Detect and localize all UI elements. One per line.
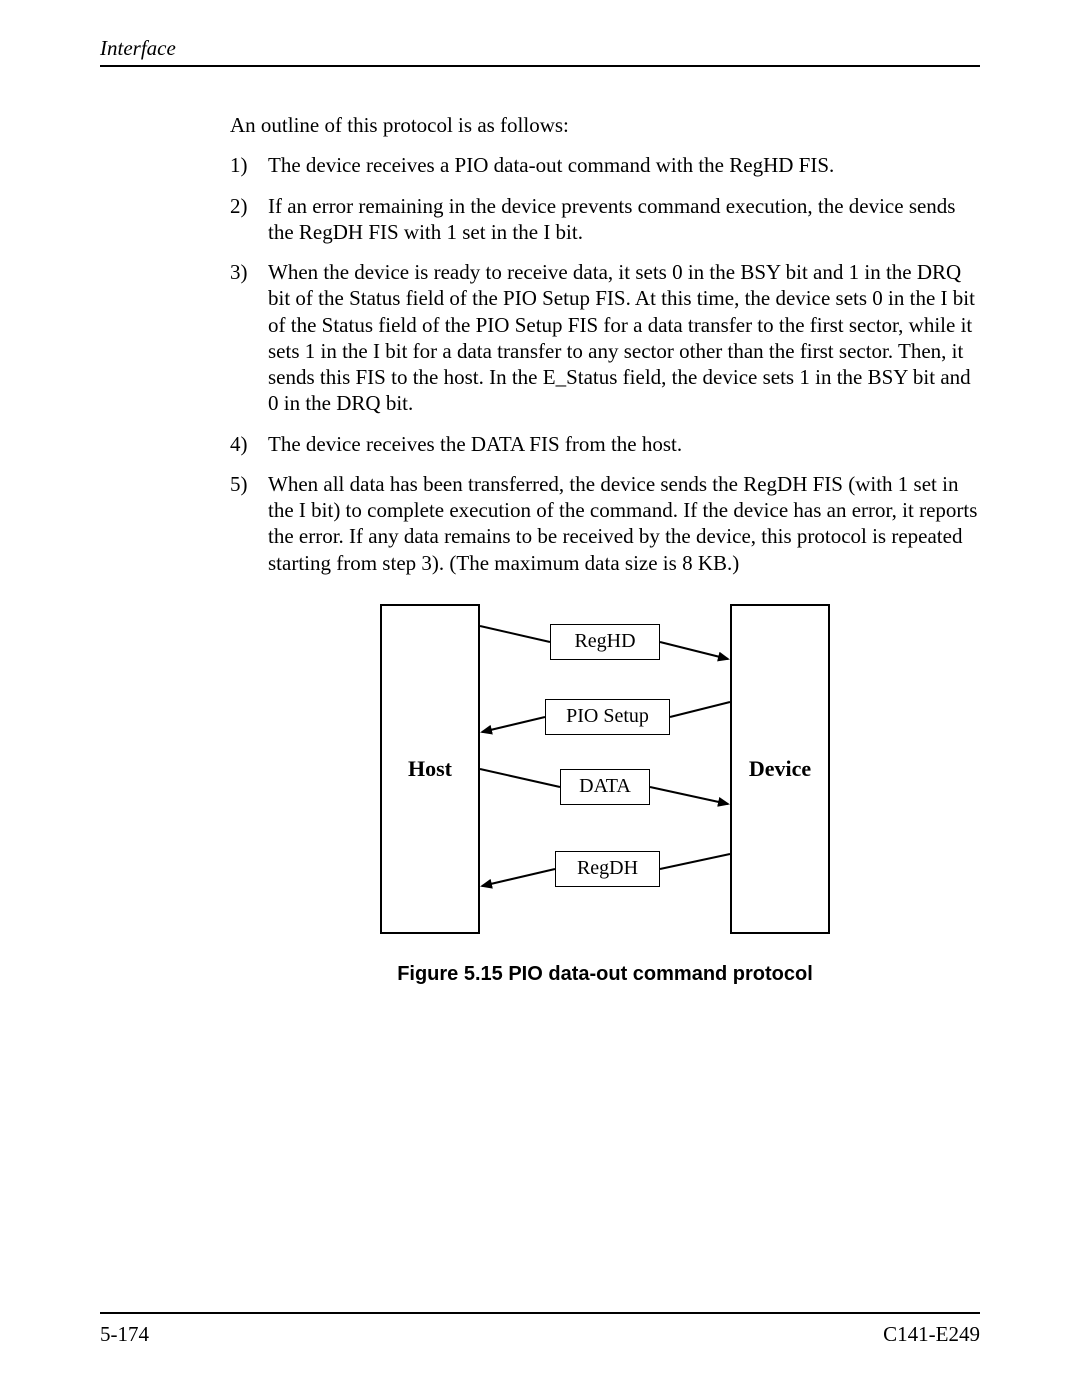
list-number: 4) (230, 431, 268, 457)
list-text: The device receives a PIO data-out comma… (268, 152, 980, 178)
protocol-diagram: Host Device RegHD PIO Setup DATA RegDH (380, 604, 830, 934)
list-item: 2) If an error remaining in the device p… (230, 193, 980, 246)
list-item: 1) The device receives a PIO data-out co… (230, 152, 980, 178)
figure-caption: Figure 5.15 PIO data-out command protoco… (230, 962, 980, 987)
page: Interface An outline of this protocol is… (0, 0, 1080, 1397)
list-item: 3) When the device is ready to receive d… (230, 259, 980, 417)
intro-text: An outline of this protocol is as follow… (230, 112, 980, 138)
list-number: 5) (230, 471, 268, 576)
list-item: 4) The device receives the DATA FIS from… (230, 431, 980, 457)
footer-row: 5-174 C141-E249 (100, 1322, 980, 1347)
header-rule (100, 65, 980, 67)
msg-pio-setup: PIO Setup (545, 699, 670, 735)
msg-data: DATA (560, 769, 650, 805)
list-number: 3) (230, 259, 268, 417)
header-title: Interface (100, 36, 980, 61)
protocol-list: 1) The device receives a PIO data-out co… (230, 152, 980, 576)
footer: 5-174 C141-E249 (100, 1312, 980, 1347)
content-area: An outline of this protocol is as follow… (230, 112, 980, 987)
list-text: When the device is ready to receive data… (268, 259, 980, 417)
msg-regdh: RegDH (555, 851, 660, 887)
list-text: When all data has been transferred, the … (268, 471, 980, 576)
list-number: 2) (230, 193, 268, 246)
list-item: 5) When all data has been transferred, t… (230, 471, 980, 576)
page-number: 5-174 (100, 1322, 149, 1347)
msg-reghd: RegHD (550, 624, 660, 660)
list-text: If an error remaining in the device prev… (268, 193, 980, 246)
list-number: 1) (230, 152, 268, 178)
footer-rule (100, 1312, 980, 1314)
list-text: The device receives the DATA FIS from th… (268, 431, 980, 457)
doc-id: C141-E249 (883, 1322, 980, 1347)
figure-block: Host Device RegHD PIO Setup DATA RegDH F… (230, 604, 980, 987)
